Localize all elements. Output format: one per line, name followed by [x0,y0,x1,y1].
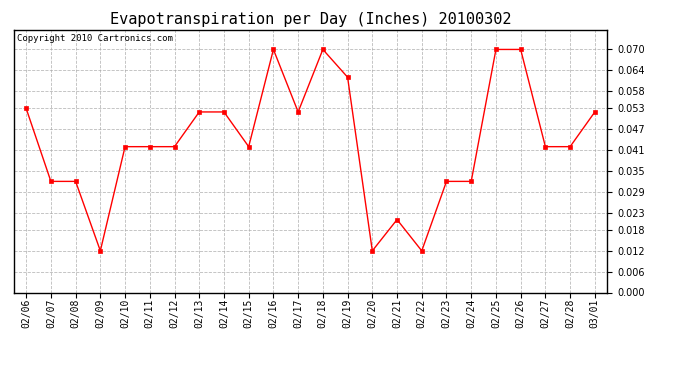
Title: Evapotranspiration per Day (Inches) 20100302: Evapotranspiration per Day (Inches) 2010… [110,12,511,27]
Text: Copyright 2010 Cartronics.com: Copyright 2010 Cartronics.com [17,34,172,43]
